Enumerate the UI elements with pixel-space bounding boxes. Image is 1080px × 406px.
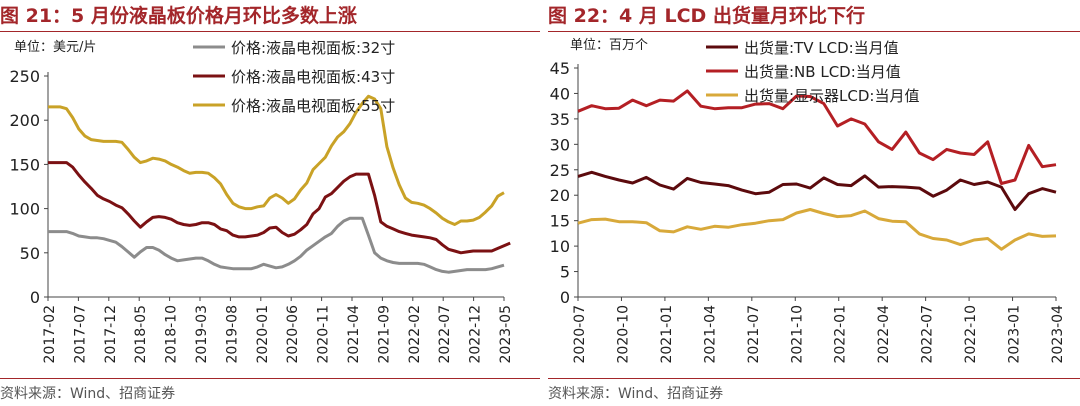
left-y-tick-label: 250 xyxy=(9,67,40,86)
right-y-tick-label: 5 xyxy=(560,263,570,282)
left-y-tick-label: 150 xyxy=(9,155,40,174)
left-x-tick-label: 2018-05 xyxy=(133,305,149,364)
right-y-tick-label: 30 xyxy=(550,135,570,154)
right-figure-title: 图 22：4 月 LCD 出货量月环比下行 xyxy=(548,5,865,27)
left-x-tick-label: 2017-07 xyxy=(72,305,88,364)
right-line-chart: 单位：百万个 0 5 10 15 20 25 30 35 40 45 2020-07 2020-10 20… xyxy=(550,38,1066,364)
right-y-tick-label: 10 xyxy=(550,237,570,256)
right-y-tick-label: 0 xyxy=(560,288,570,307)
left-legend-label-3: 价格:液晶电视面板:55寸 xyxy=(231,97,395,115)
left-x-tick-label: 2020-11 xyxy=(316,305,332,364)
right-x-tick-label: 2021-07 xyxy=(746,305,762,364)
right-y-tick-label: 20 xyxy=(550,186,570,205)
left-x-tick-label: 2020-06 xyxy=(285,305,301,364)
right-x-tick-label: 2022-07 xyxy=(920,305,936,364)
left-legend-label-2: 价格:液晶电视面板:43寸 xyxy=(231,68,395,86)
right-x-tick-label: 2021-01 xyxy=(659,305,675,364)
left-source-note: 资料来源：Wind、招商证券 xyxy=(0,386,176,402)
right-panel: 图 22：4 月 LCD 出货量月环比下行 单位：百万个 0 5 10 15 20 25 30… xyxy=(548,0,1080,406)
right-legend-label-1: 出货量:TV LCD:当月值 xyxy=(744,39,899,57)
left-x-tick-label: 2023-05 xyxy=(498,305,514,364)
left-x-tick-label: 2021-09 xyxy=(376,305,392,364)
left-series-line-3 xyxy=(48,94,505,226)
right-y-tick-label: 40 xyxy=(550,84,570,103)
right-x-tick-label: 2022-01 xyxy=(833,305,849,364)
right-legend-label-3: 出货量:显示器LCD:当月值 xyxy=(744,87,920,105)
right-series-line-1 xyxy=(577,170,1057,211)
left-title-rule xyxy=(0,31,540,32)
left-y-tick-label: 200 xyxy=(9,111,40,130)
right-title-rule xyxy=(548,31,1080,32)
right-legend-label-2: 出货量:NB LCD:当月值 xyxy=(744,63,901,81)
right-series-line-2 xyxy=(577,89,1057,185)
right-source-rule xyxy=(548,378,1080,379)
left-x-tick-label: 2021-04 xyxy=(346,305,362,364)
right-y-tick-label: 35 xyxy=(550,110,570,129)
left-x-tick-label: 2019-08 xyxy=(224,305,240,364)
left-x-tick-label: 2017-12 xyxy=(103,305,119,364)
left-y-tick-label: 0 xyxy=(30,288,40,307)
right-x-tick-label: 2020-10 xyxy=(615,305,631,364)
left-line-chart: 单位：美元/片 0 50 100 150 200 250 2017-02 2017-07 2017… xyxy=(9,39,514,364)
right-unit-label: 单位：百万个 xyxy=(570,38,648,53)
left-series-line-1 xyxy=(48,216,505,274)
right-y-tick-label: 25 xyxy=(550,161,570,180)
right-x-tick-label: 2023-04 xyxy=(1050,305,1066,364)
left-figure-title: 图 21：5 月份液晶板价格月环比多数上涨 xyxy=(0,5,357,27)
left-x-tick-label: 2022-12 xyxy=(468,305,484,364)
left-x-tick-label: 2017-02 xyxy=(42,305,58,364)
left-x-tick-label: 2019-03 xyxy=(194,305,210,364)
right-x-tick-label: 2023-01 xyxy=(1007,305,1023,364)
left-y-tick-label: 100 xyxy=(9,200,40,219)
left-source-rule xyxy=(0,378,540,379)
right-x-tick-label: 2021-10 xyxy=(789,305,805,364)
left-x-tick-label: 2020-01 xyxy=(255,305,271,364)
left-panel: 图 21：5 月份液晶板价格月环比多数上涨 单位：美元/片 0 50 100 150 20… xyxy=(0,5,540,402)
left-y-tick-label: 50 xyxy=(20,244,40,263)
right-x-tick-label: 2020-07 xyxy=(572,305,588,364)
right-y-tick-label: 15 xyxy=(550,212,570,231)
left-series-line-2 xyxy=(48,161,511,255)
left-x-tick-label: 2022-07 xyxy=(437,305,453,364)
right-source-note: 资料来源：Wind、招商证券 xyxy=(548,386,724,402)
left-x-tick-label: 2022-02 xyxy=(407,305,423,364)
right-y-tick-label: 45 xyxy=(550,59,570,78)
right-series-line-3 xyxy=(577,208,1057,251)
left-legend-label-1: 价格:液晶电视面板:32寸 xyxy=(231,39,395,57)
right-x-tick-label: 2022-04 xyxy=(876,305,892,364)
right-x-tick-label: 2021-04 xyxy=(702,305,718,364)
left-x-tick-label: 2018-10 xyxy=(164,305,180,364)
left-unit-label: 单位：美元/片 xyxy=(14,40,96,55)
right-x-tick-label: 2022-10 xyxy=(963,305,979,364)
